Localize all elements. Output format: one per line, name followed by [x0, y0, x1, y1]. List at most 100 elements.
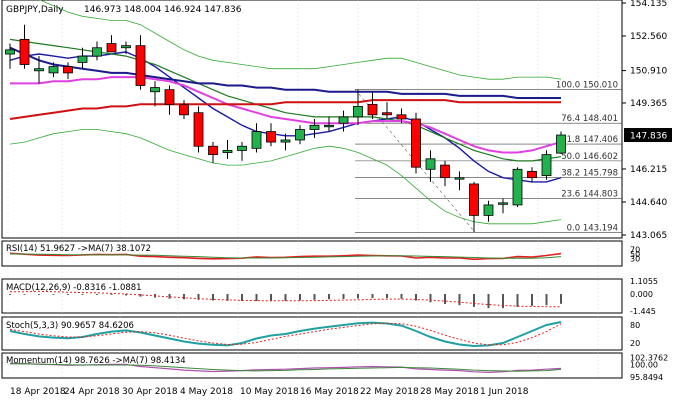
macd-bar-8 [125, 294, 127, 296]
date-tick-label-7: 28 May 2018 [420, 387, 479, 397]
price-tick-label-3: 149.365 [630, 99, 667, 109]
price-axis: 154.135 152.560 150.910 149.365 146.215 144.6… [622, 0, 672, 241]
fib-label-0: 100.0 150.010 [556, 80, 618, 90]
candle-body-0 [5, 49, 15, 55]
candle-body-17 [251, 131, 262, 149]
price-tick-label-5: 146.215 [630, 165, 667, 175]
overlay-line-blue [9, 51, 562, 183]
macd-bar-38 [560, 294, 562, 304]
candle-body-12 [179, 103, 189, 116]
macd-bar-22 [328, 294, 330, 300]
macd-bar-20 [299, 294, 301, 301]
macd-bar-17 [255, 294, 258, 302]
candle-body-8 [121, 45, 131, 49]
stoch-signal-line [9, 322, 562, 346]
stoch-label: Stoch(5,3,3) 90.9657 84.6206 [6, 321, 134, 331]
candle-body-2 [34, 68, 44, 72]
overlay-line-magenta [10, 76, 562, 154]
stoch-tick-1: 20 [630, 339, 640, 348]
macd-bar-19 [284, 294, 287, 302]
candle-body-37 [541, 154, 552, 176]
panel-labels: RSI(14) 51.9627 ->MA(7) 38.1072 MACD(12,2… [6, 244, 186, 366]
momentum-tick-1: 100.00 [630, 361, 658, 370]
candle-body-23 [338, 116, 349, 124]
macd-bar-14 [212, 294, 214, 301]
macd-bar-15 [226, 294, 229, 301]
macd-bar-11 [168, 294, 171, 299]
macd-bar-33 [487, 294, 490, 309]
macd-bar-26 [386, 294, 388, 299]
macd-label: MACD(12,26,9) -0.8316 -1.0881 [6, 283, 142, 293]
macd-bar-35 [516, 294, 519, 307]
overlay-line-env-lower [9, 129, 562, 225]
macd-bar-21 [313, 294, 316, 300]
candle-body-32 [469, 183, 479, 216]
candle-body-29 [425, 158, 436, 170]
date-tick-label-6: 22 May 2018 [360, 387, 419, 397]
candle-body-33 [483, 204, 494, 216]
macd-bar-24 [357, 294, 359, 299]
candle-body-3 [48, 66, 59, 74]
candle-body-34 [498, 202, 508, 205]
rsi-tick-1: 50 [630, 250, 640, 259]
candle-body-14 [208, 145, 218, 156]
macd-bar-29 [429, 294, 432, 303]
current-price-tag [624, 128, 672, 143]
candle-body-4 [63, 66, 73, 74]
date-tick-label-8: 1 Jun 2018 [480, 387, 529, 397]
ohlc-label: 146.973 148.004 146.924 147.836 [84, 5, 242, 15]
stoch-main-line [9, 321, 562, 348]
candle-body-5 [77, 55, 88, 63]
macd-bar-23 [342, 294, 345, 299]
panel-frames [1, 0, 623, 379]
macd-bar-2 [38, 294, 40, 295]
momentum-ma-line [10, 363, 562, 372]
macd-bar-0 [9, 294, 11, 295]
symbol-label: GBPJPY,Daily [6, 5, 64, 15]
fib-label-3: 50.0 146.602 [561, 152, 618, 162]
date-tick-label-3: 4 May 2018 [180, 387, 233, 397]
date-tick-label-0: 18 Apr 2018 [10, 387, 66, 397]
candle-body-19 [280, 139, 291, 143]
fib-label-2: 61.8 147.406 [561, 135, 618, 145]
macd-bar-7 [110, 294, 113, 295]
macd-bar-5 [81, 294, 84, 295]
rsi-tick-2: 30 [630, 254, 640, 263]
date-tick-label-1: 24 Apr 2018 [64, 387, 120, 397]
macd-tick-0: 1.1055 [630, 277, 658, 286]
fib-label-1: 76.4 148.401 [561, 114, 618, 124]
candle-body-28 [411, 118, 421, 168]
candle-body-10 [150, 87, 160, 93]
candles [5, 24, 566, 233]
candle-body-7 [106, 43, 117, 53]
candle-body-1 [19, 38, 30, 65]
rsi-tick-0: 70 [630, 246, 640, 255]
macd-bar-9 [139, 294, 142, 297]
macd-bar-6 [96, 294, 98, 295]
macd-bar-12 [183, 294, 185, 300]
panel-frame-1 [1, 240, 623, 267]
price-tick-label-1: 152.560 [630, 32, 667, 42]
candle-body-15 [222, 150, 233, 153]
overlay-line-navy [9, 46, 561, 99]
candle-body-27 [396, 114, 407, 120]
panel-frame-4 [1, 352, 623, 379]
candle-body-25 [367, 103, 378, 116]
rsi-ma-line [10, 253, 562, 259]
macd-bar-34 [502, 294, 504, 309]
candle-body-31 [454, 177, 465, 180]
momentum-tick-0: 102.3762 [630, 354, 668, 363]
date-tick-label-2: 30 Apr 2018 [122, 387, 178, 397]
macd-tick-2: -1.445 [630, 307, 656, 316]
momentum-label: Momentum(14) 98.7626 ->MA(7) 98.4134 [6, 356, 186, 366]
candle-body-11 [164, 89, 175, 105]
macd-bar-4 [67, 294, 69, 295]
stoch-tick-0: 80 [630, 321, 640, 330]
macd-bar-37 [545, 294, 548, 306]
macd-bar-1 [23, 294, 26, 295]
candle-body-20 [295, 129, 305, 141]
candle-body-6 [92, 47, 102, 57]
